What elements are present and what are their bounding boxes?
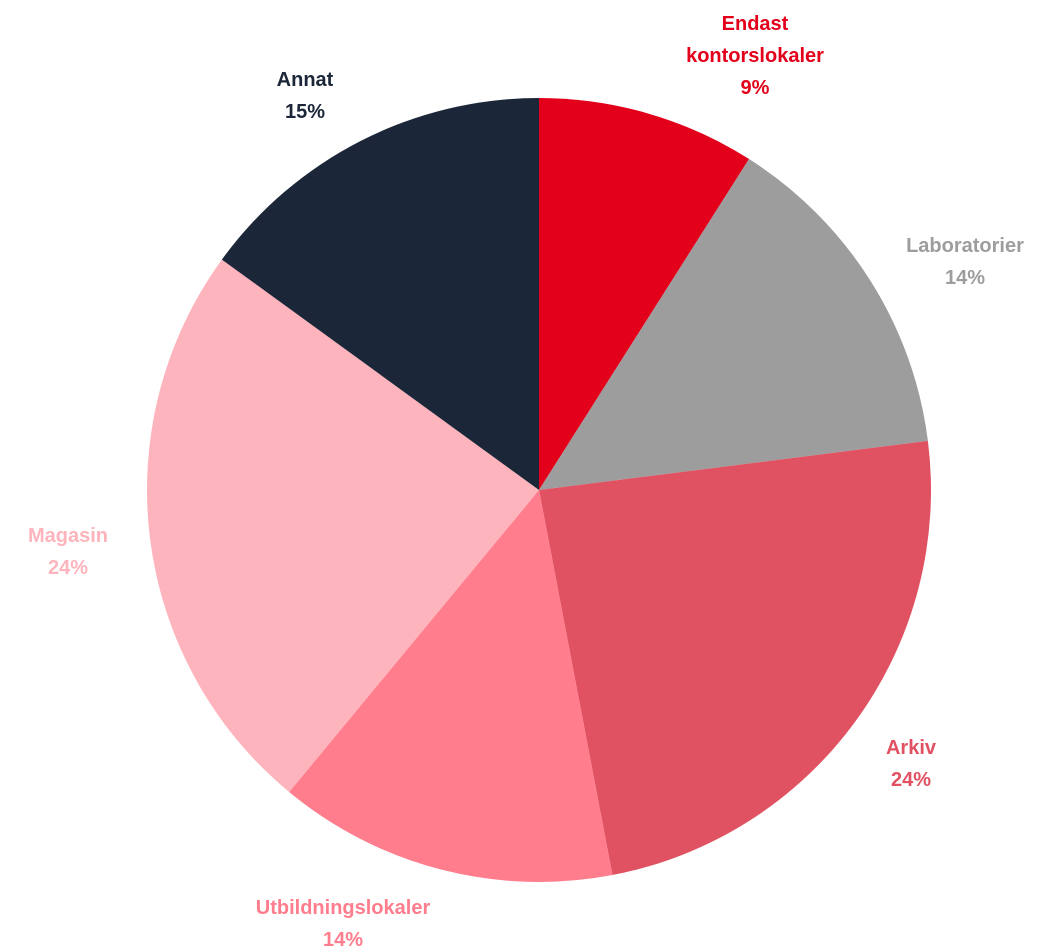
slice-label: Endast kontorslokaler 9% xyxy=(670,8,840,104)
value-label: 9% xyxy=(740,77,770,99)
slice-label: Annat 15% xyxy=(205,64,405,128)
category-label: Magasin xyxy=(27,525,109,547)
value-label: 15% xyxy=(284,101,326,123)
pie-slice xyxy=(221,98,539,490)
pie-slice xyxy=(289,490,613,882)
category-label: Laboratorier xyxy=(906,235,1024,257)
category-label: Endast kontorslokaler xyxy=(686,13,824,67)
pie-slice xyxy=(539,98,750,490)
pie-slice xyxy=(539,159,928,491)
value-label: 24% xyxy=(47,557,89,579)
slice-label: Magasin 24% xyxy=(0,520,168,584)
slice-label: Utbildningslokaler 14% xyxy=(213,892,473,948)
slice-label: Laboratorier 14% xyxy=(855,230,1061,294)
category-label: Annat xyxy=(276,69,334,91)
pie-slice xyxy=(147,259,539,793)
category-label: Utbildningslokaler xyxy=(255,897,431,919)
value-label: 24% xyxy=(890,769,932,791)
pie-slice xyxy=(539,440,931,876)
value-label: 14% xyxy=(944,267,986,289)
category-label: Arkiv xyxy=(885,737,937,759)
slice-label: Arkiv 24% xyxy=(811,732,1011,796)
value-label: 14% xyxy=(322,929,364,948)
